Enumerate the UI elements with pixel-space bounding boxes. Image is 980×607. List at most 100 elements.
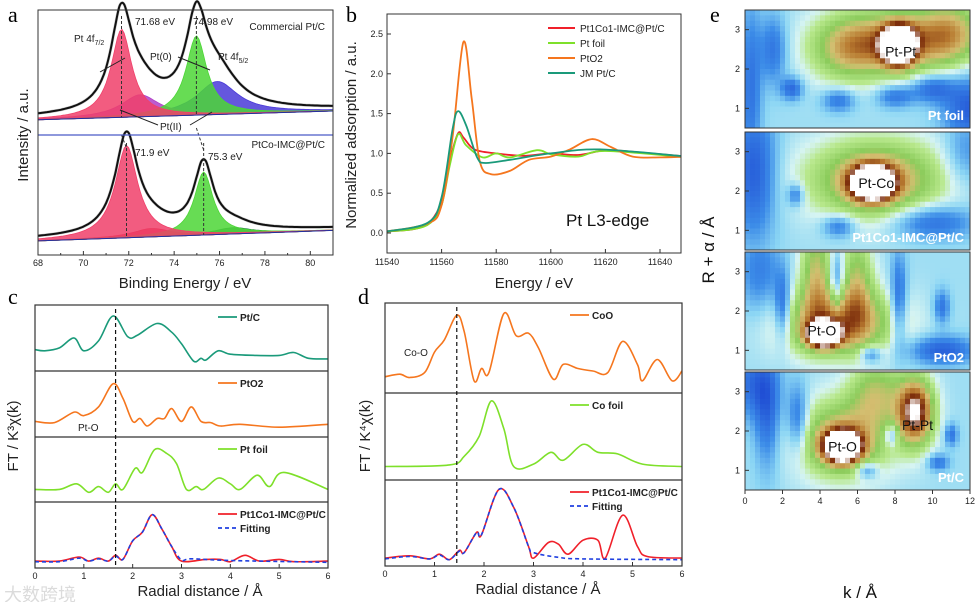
heatmap-cell (850, 111, 856, 118)
heatmap-cell (895, 441, 901, 448)
heatmap-cell (790, 122, 796, 129)
heatmap-cell (760, 52, 766, 59)
heatmap-cell (755, 239, 761, 246)
heatmap-cell (920, 74, 926, 81)
heatmap-cell (790, 447, 796, 453)
heatmap-cell (870, 457, 876, 464)
heatmap-cell (855, 262, 861, 269)
heatmap-cell (845, 359, 851, 366)
heatmap-cell (880, 257, 886, 264)
heatmap-cell (765, 169, 771, 176)
heatmap-cell (780, 268, 786, 274)
heatmap-cell (795, 164, 801, 170)
heatmap-cell (780, 106, 786, 113)
heatmap-cell (915, 164, 921, 170)
heatmap-cell (865, 257, 871, 264)
heatmap-cell (815, 348, 821, 355)
heatmap-cell (925, 289, 931, 296)
heatmap-cell (835, 142, 841, 149)
x-tick-label: 0 (742, 496, 747, 506)
heatmap-cell (955, 244, 961, 251)
heatmap-cell (770, 153, 776, 160)
heatmap-cell (885, 468, 891, 475)
heatmap-cell (885, 294, 891, 301)
heatmap-cell (775, 348, 781, 355)
heatmap-cell (940, 132, 946, 138)
heatmap-cell (795, 316, 801, 323)
heatmap-cell (790, 337, 796, 344)
heatmap-cell (820, 174, 826, 181)
heatmap-cell (915, 404, 921, 410)
heatmap-cell (905, 398, 911, 405)
heatmap-cell (855, 117, 861, 124)
heatmap-cell (895, 158, 901, 165)
heatmap-cell (915, 69, 921, 75)
heatmap-cell (960, 95, 966, 102)
heatmap-cell (780, 425, 786, 432)
heatmap-cell (795, 353, 801, 360)
heatmap-cell (900, 153, 906, 160)
heatmap-cell (810, 468, 816, 475)
heatmap-cell (880, 158, 886, 165)
heatmap-cell (870, 169, 876, 176)
heatmap-cell (945, 305, 951, 312)
heatmap-cell (935, 148, 941, 154)
heatmap-cell (930, 239, 936, 246)
heatmap-cell (910, 239, 916, 246)
heatmap-cell (855, 36, 861, 43)
heatmap-cell (855, 305, 861, 312)
heatmap-cell (765, 479, 771, 486)
x-tick-label: 78 (260, 258, 270, 268)
heatmap-cell (855, 153, 861, 160)
heatmap-cell (775, 201, 781, 208)
heatmap-cell (850, 79, 856, 86)
heatmap-cell (890, 343, 896, 349)
heatmap-cell (840, 289, 846, 296)
heatmap-cell (945, 223, 951, 229)
heatmap-cell (885, 244, 891, 251)
heatmap-cell (805, 343, 811, 349)
heatmap-cell (770, 359, 776, 366)
heatmap-cell (765, 52, 771, 59)
heatmap-cell (880, 332, 886, 339)
heatmap-cell (900, 101, 906, 107)
heatmap-cell (925, 117, 931, 124)
heatmap-cell (965, 393, 971, 400)
heatmap-cell (895, 398, 901, 405)
heatmap-cell (855, 300, 861, 307)
heatmap-cell (755, 441, 761, 448)
series-line-jm-pt-c (387, 110, 681, 233)
heatmap-cell (965, 58, 971, 65)
heatmap-cell (860, 42, 866, 48)
heatmap-cell (895, 305, 901, 312)
heatmap-cell (850, 164, 856, 170)
heatmap-cell (810, 431, 816, 437)
heatmap-cell (755, 431, 761, 437)
heatmap-cell (790, 85, 796, 91)
heatmap-cell (815, 294, 821, 301)
heatmap-cell (795, 468, 801, 475)
heatmap-cell (955, 468, 961, 475)
heatmap-cell (855, 398, 861, 405)
heatmap-cell (905, 463, 911, 469)
heatmap-cell (820, 10, 826, 16)
heatmap-cell (770, 441, 776, 448)
heatmap-cell (755, 252, 761, 258)
heatmap-cell (890, 388, 896, 394)
heatmap-cell (920, 58, 926, 65)
heatmap-cell (955, 142, 961, 149)
heatmap-cell (815, 36, 821, 43)
heatmap-cell (785, 106, 791, 113)
heatmap-cell (925, 252, 931, 258)
heatmap-cell (745, 233, 751, 240)
heatmap-cell (745, 36, 751, 43)
heatmap-cell (915, 262, 921, 269)
shift-connector (121, 134, 127, 149)
heatmap-cell (830, 217, 836, 224)
heatmap-cell (885, 436, 891, 443)
heatmap-cell (770, 353, 776, 360)
heatmap-cell (950, 305, 956, 312)
heatmap-cell (835, 473, 841, 480)
heatmap-cell (940, 233, 946, 240)
heatmap-cell (820, 278, 826, 285)
